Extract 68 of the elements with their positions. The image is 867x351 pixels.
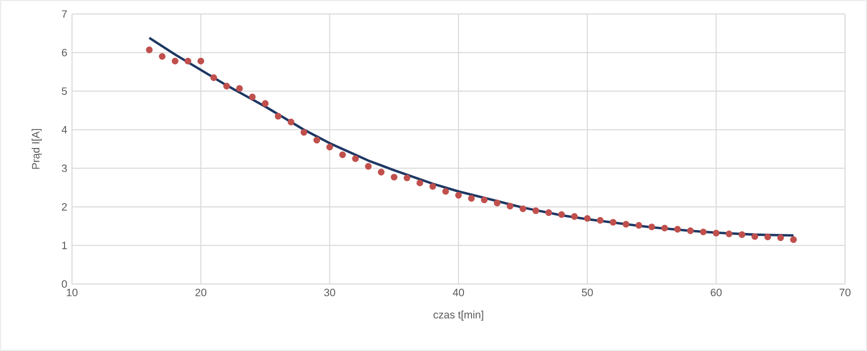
point — [480, 196, 488, 204]
point — [326, 144, 334, 150]
point — [545, 209, 552, 216]
point — [571, 213, 578, 220]
point — [726, 230, 732, 238]
point — [198, 58, 204, 64]
y-tick-label: 1 — [62, 242, 67, 250]
y-tick-label: 0 — [62, 280, 67, 288]
point — [506, 202, 514, 210]
point — [378, 168, 385, 176]
point — [622, 220, 630, 228]
point — [455, 192, 462, 199]
point — [390, 174, 398, 180]
point — [520, 205, 526, 212]
point — [751, 233, 758, 240]
point — [352, 155, 359, 162]
y-tick-label: 6 — [62, 48, 67, 56]
point — [661, 224, 668, 232]
point — [416, 180, 424, 186]
x-tick-label: 20 — [195, 288, 206, 296]
x-tick-label: 10 — [66, 288, 78, 296]
y-tick-label: 5 — [62, 87, 67, 95]
point — [249, 94, 256, 100]
point — [532, 207, 540, 214]
point — [738, 231, 746, 238]
y-tick-label: 3 — [62, 164, 67, 172]
point — [494, 200, 500, 206]
x-axis-title: czas t[min] — [434, 310, 484, 321]
point — [236, 85, 243, 92]
point — [468, 195, 475, 202]
point — [364, 163, 372, 170]
point — [404, 174, 410, 182]
point — [172, 58, 178, 64]
point — [712, 230, 720, 236]
point — [636, 222, 642, 229]
point — [223, 82, 230, 90]
point — [610, 218, 616, 226]
point — [300, 129, 308, 136]
point — [584, 215, 591, 222]
point — [313, 136, 320, 144]
point — [596, 217, 604, 224]
x-tick-label: 40 — [452, 288, 464, 296]
point — [158, 53, 166, 60]
point — [184, 58, 192, 64]
point — [777, 234, 784, 242]
y-tick-label: 4 — [62, 126, 68, 134]
point — [262, 100, 269, 107]
x-tick-label: 60 — [710, 288, 722, 296]
x-tick-label: 70 — [840, 288, 851, 296]
point — [442, 188, 449, 195]
point — [764, 234, 772, 240]
x-tick-label: 50 — [582, 288, 593, 296]
y-axis-title: Prąd I[A] — [32, 129, 42, 169]
point — [687, 227, 694, 234]
point — [429, 183, 436, 190]
point — [288, 118, 294, 126]
point — [146, 46, 153, 54]
point — [648, 224, 656, 230]
point — [339, 151, 346, 158]
point — [210, 74, 218, 81]
point — [674, 226, 681, 233]
y-tick-label: 2 — [62, 203, 67, 211]
point — [274, 112, 282, 120]
point — [700, 228, 707, 236]
point — [558, 211, 565, 218]
y-tick-label: 7 — [62, 10, 67, 18]
point — [790, 236, 797, 243]
x-tick-label: 30 — [324, 288, 336, 296]
